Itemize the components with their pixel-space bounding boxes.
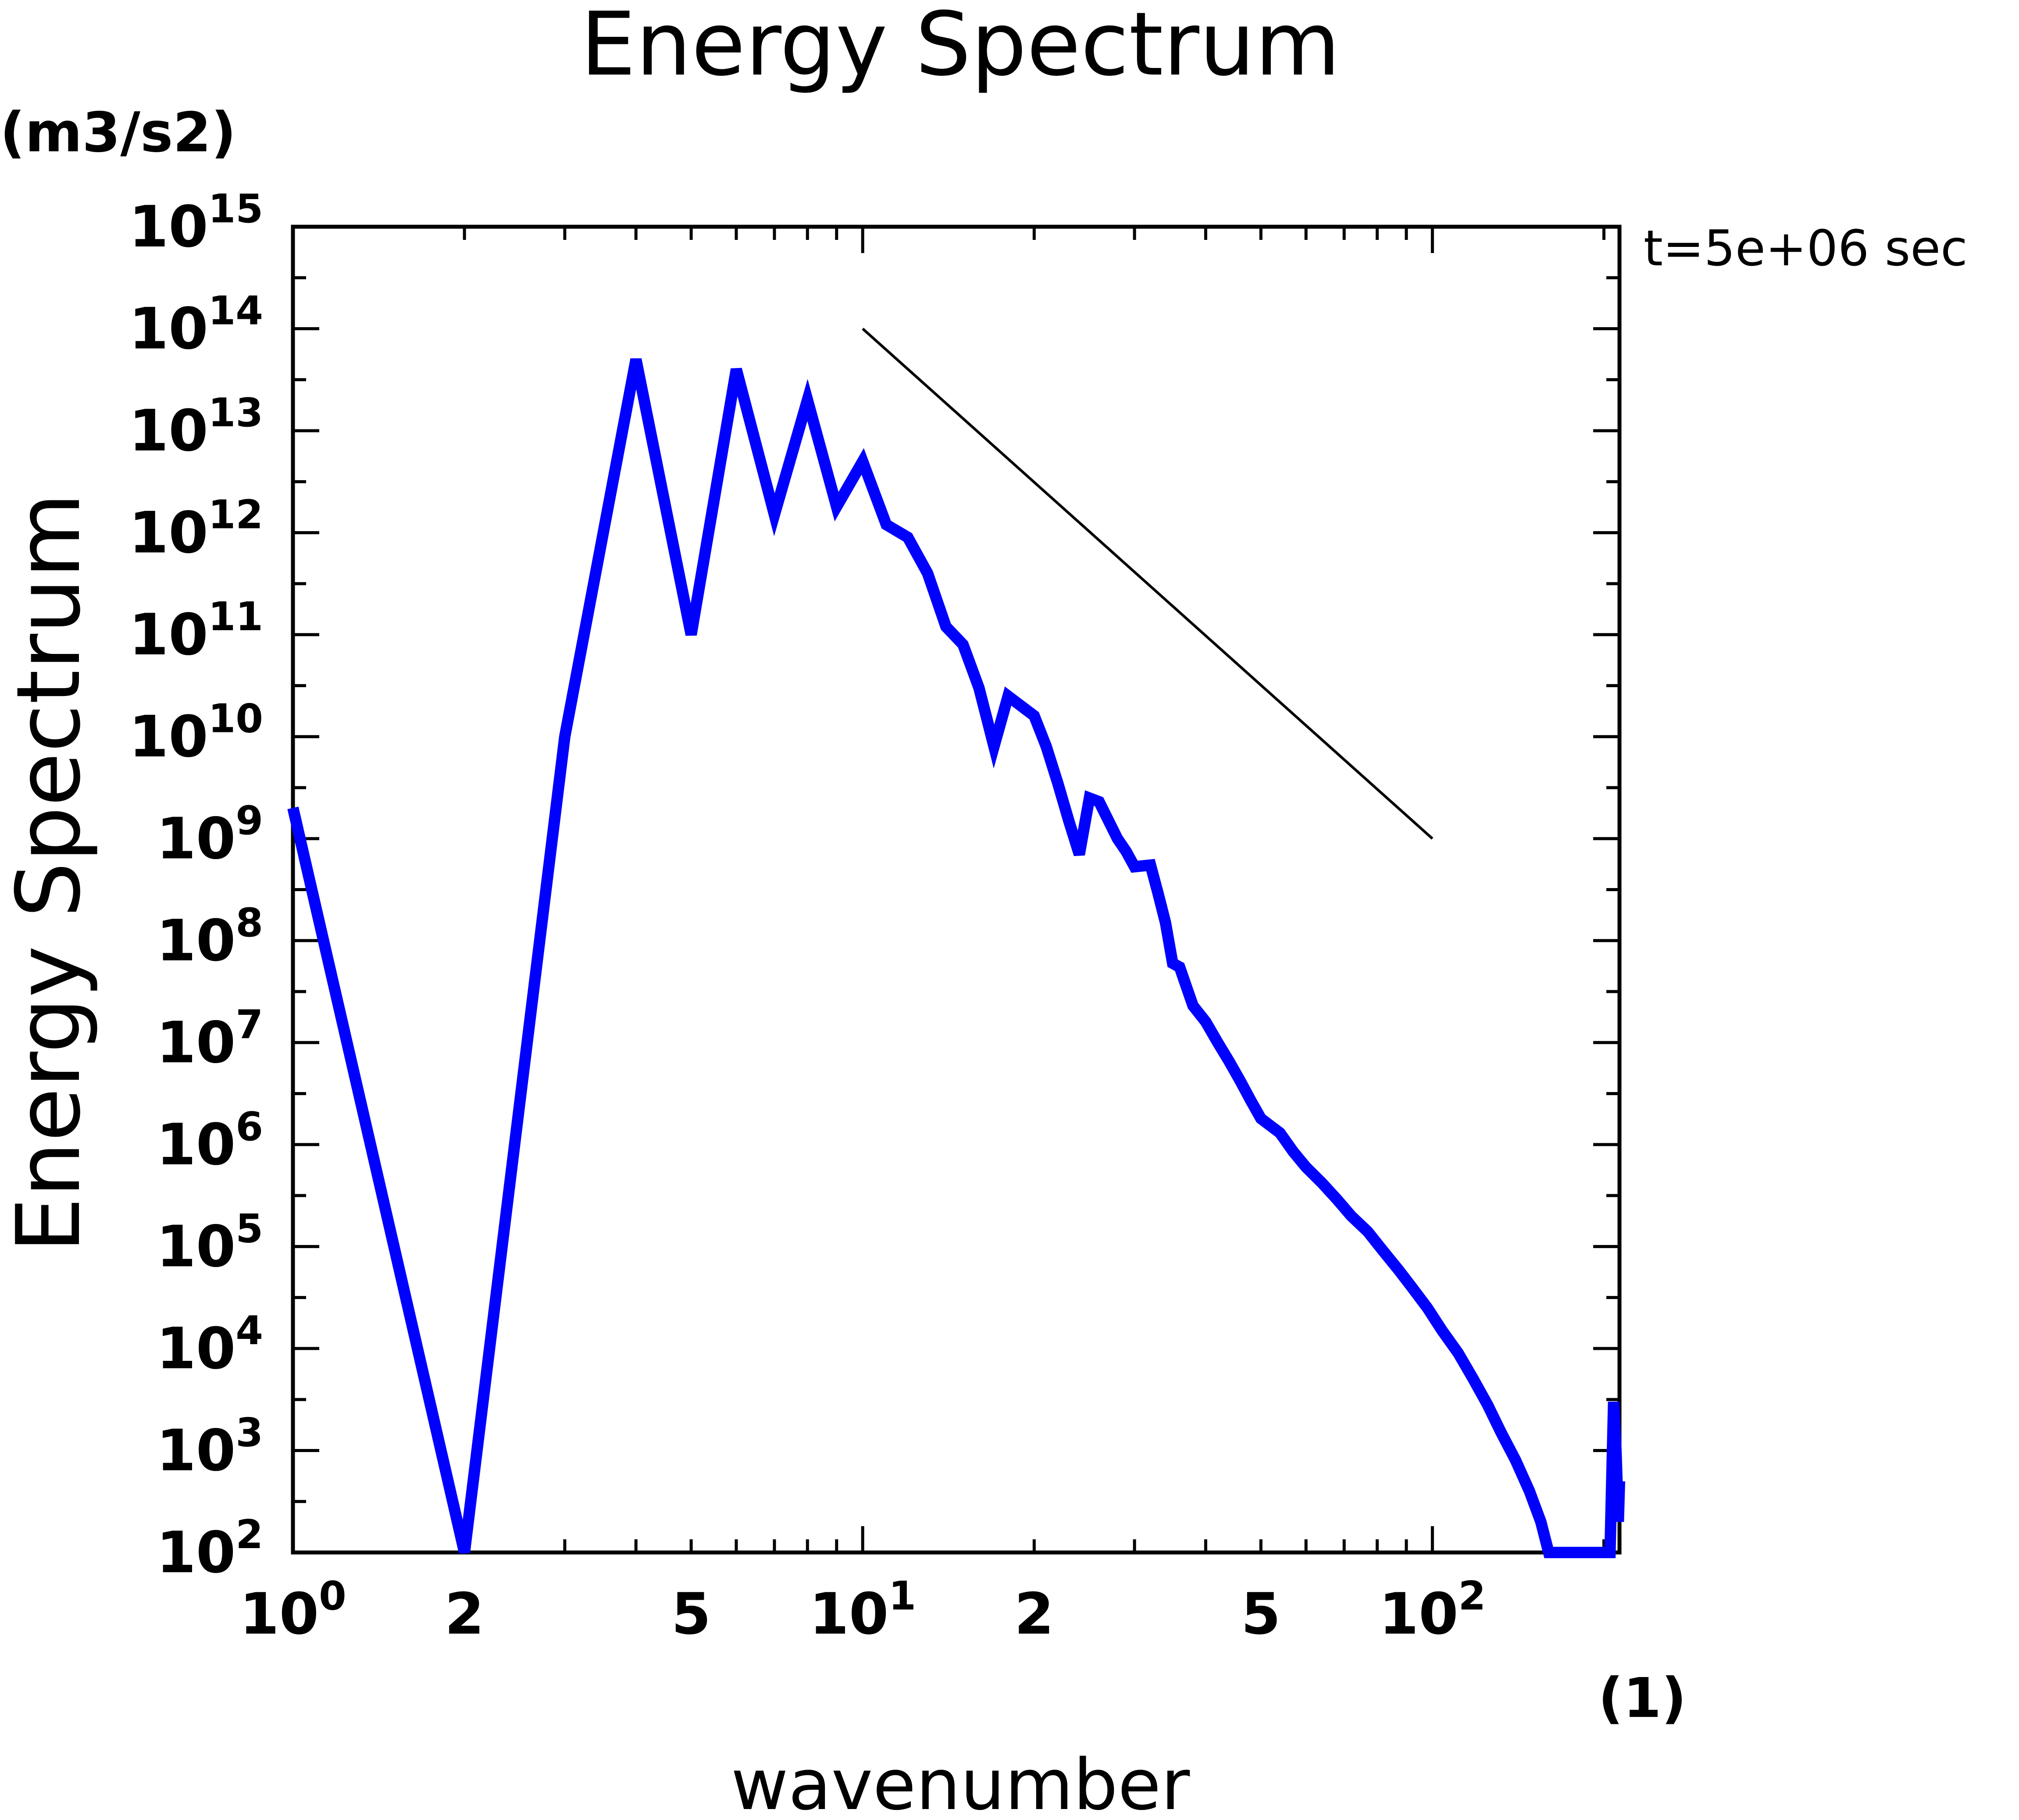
energy-spectrum-series-line [287,358,1625,1558]
chart-title: Energy Spectrum [581,0,1341,96]
tick-marks [291,225,1619,1554]
x-tick-label: 102 [1379,1573,1486,1647]
y-tick-label: 107 [156,1002,263,1076]
x-tick-label: 5 [671,1581,711,1647]
x-units-label: (1) [1598,1667,1686,1730]
y-tick-label: 1015 [129,186,263,260]
x-tick-labels: 100 2 5 101 2 5 102 [239,1573,1486,1647]
x-tick-label: 101 [809,1573,916,1647]
y-tick-label: 108 [156,900,263,974]
y-tick-label: 1014 [129,288,263,362]
annotation-time: t=5e+06 sec [1644,220,1968,277]
y-tick-label: 1013 [129,390,263,464]
data-series [287,328,1625,1558]
x-tick-label: 2 [445,1581,484,1647]
y-tick-label: 1010 [129,696,263,770]
x-tick-label: 2 [1014,1581,1054,1647]
reference-slope-line [862,328,1434,840]
y-units-label: (m3/s2) [0,101,236,164]
y-tick-label: 105 [156,1206,263,1280]
y-tick-label: 102 [156,1512,263,1586]
y-tick-labels: 1015 1014 1013 1012 1011 1010 109 108 107 106 105 1… [129,186,263,1586]
y-tick-label: 109 [156,798,263,872]
x-axis-label: wavenumber [731,1744,1190,1820]
y-tick-label: 106 [156,1104,263,1178]
y-tick-label: 1012 [129,492,263,566]
y-axis-label: Energy Spectrum [0,493,100,1253]
x-tick-label: 5 [1241,1581,1281,1647]
y-tick-label: 103 [156,1410,263,1484]
y-tick-label: 1011 [129,594,263,668]
x-tick-label: 100 [239,1573,346,1647]
y-tick-label: 104 [156,1308,263,1382]
